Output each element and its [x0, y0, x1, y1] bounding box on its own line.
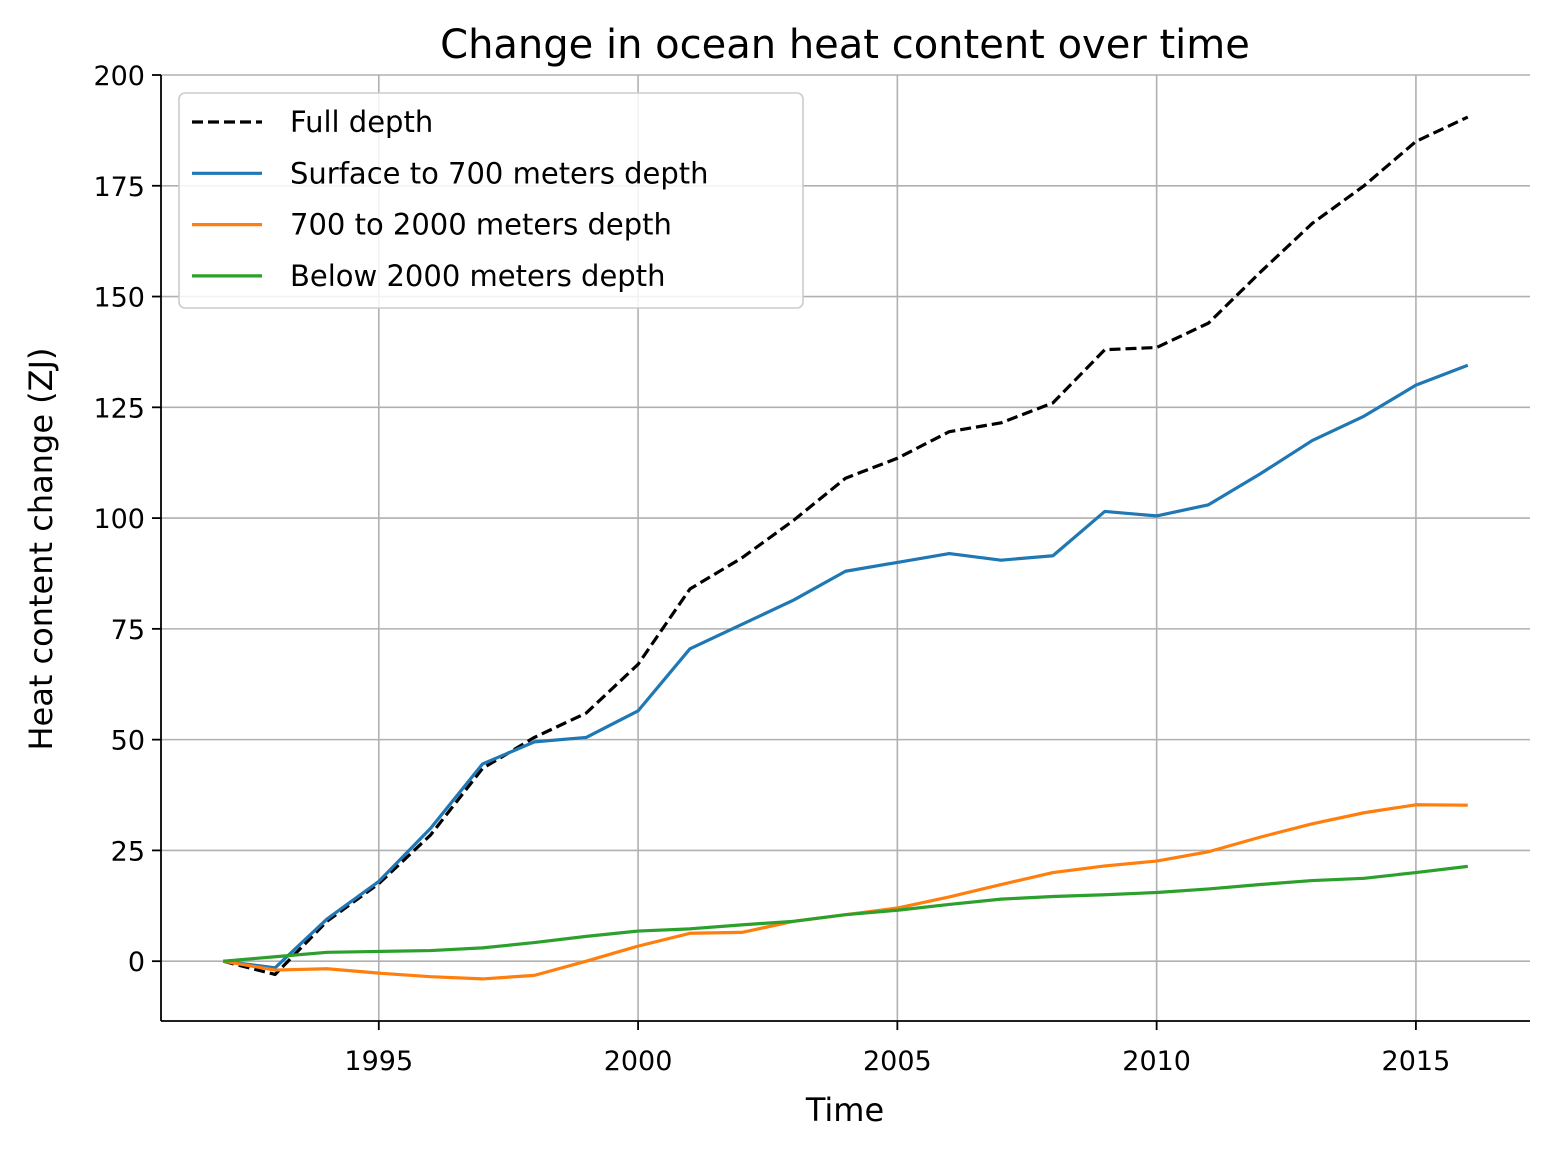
- y-tick-label: 150: [93, 283, 145, 314]
- y-tick-label: 0: [128, 947, 145, 978]
- x-tick-label: 2000: [604, 1046, 673, 1077]
- legend-box: [178, 92, 804, 309]
- axes: [160, 75, 1530, 1022]
- y-tick-label: 100: [93, 504, 145, 535]
- y-tick-label: 175: [93, 172, 145, 203]
- legend: Full depth Surface to 700 meters depth 700…: [178, 92, 804, 309]
- legend-label-2: Surface to 700 meters depth: [290, 156, 709, 190]
- x-tick-label: 1995: [344, 1046, 413, 1077]
- series-line-2: [223, 363, 1469, 970]
- tick-labels: 0 25 50 75 100 125 150 175 200 1995 2000 2005 2010 20…: [93, 61, 1450, 1077]
- x-tick-label: 2010: [1122, 1046, 1191, 1077]
- y-axis-label: Heat content change (ZJ): [22, 347, 60, 750]
- legend-label-3: 700 to 2000 meters depth: [290, 208, 672, 242]
- y-tick-label: 75: [111, 615, 145, 646]
- series-line-3: [222, 803, 1468, 981]
- legend-label-4: Below 2000 meters depth: [290, 259, 665, 293]
- y-tick-label: 200: [93, 61, 145, 92]
- legend-label-1: Full depth: [290, 105, 433, 139]
- x-tick-label: 2005: [863, 1046, 932, 1077]
- x-tick-label: 2015: [1382, 1046, 1451, 1077]
- series-line-4: [223, 864, 1468, 963]
- series-line-1: [222, 115, 1469, 977]
- y-tick-label: 50: [111, 726, 145, 757]
- series-lines: [222, 115, 1469, 981]
- y-tick-label: 125: [93, 393, 145, 424]
- chart-title: Change in ocean heat content over time: [440, 22, 1250, 68]
- y-tick-label: 25: [111, 836, 145, 867]
- x-axis-label: Time: [805, 1091, 884, 1129]
